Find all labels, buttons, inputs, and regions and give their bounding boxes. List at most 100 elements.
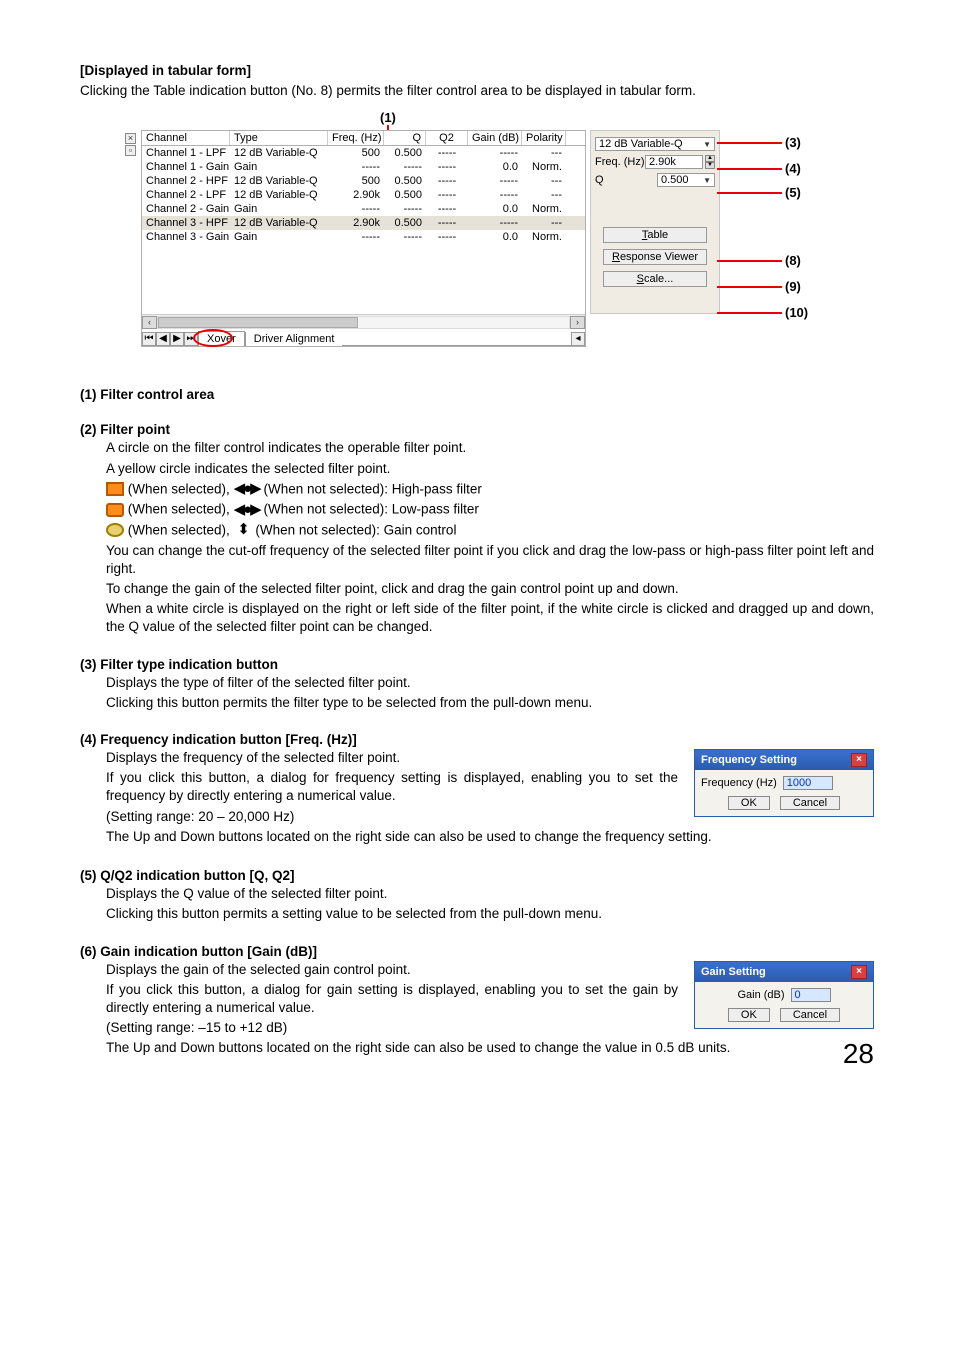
table-cell: ----- (468, 188, 522, 202)
table-cell: Channel 2 - HPF (142, 174, 230, 188)
sec5-l2: Clicking this button permits a setting v… (106, 905, 874, 923)
ok-button[interactable]: OK (728, 796, 770, 810)
frequency-input[interactable]: 1000 (783, 776, 833, 790)
table-row[interactable]: Channel 1 - LPF12 dB Variable-Q5000.500-… (142, 146, 585, 160)
sec3-l1: Displays the type of filter of the selec… (106, 674, 874, 692)
q-button[interactable]: 0.500▼ (657, 173, 715, 187)
side-handle: × ▫ (125, 133, 137, 156)
col-freq[interactable]: Freq. (Hz) (328, 131, 384, 145)
table-cell: 0.500 (384, 188, 426, 202)
horizontal-scrollbar[interactable]: ‹ › (142, 314, 585, 329)
tab-nav-next[interactable]: ▶ (170, 332, 184, 346)
table-cell: ----- (468, 174, 522, 188)
table-row[interactable]: Channel 2 - LPF12 dB Variable-Q2.90k0.50… (142, 188, 585, 202)
close-icon[interactable]: × (851, 965, 867, 979)
sec1-title: (1) Filter control area (80, 387, 874, 402)
sec2-p3: When a white circle is displayed on the … (106, 600, 874, 636)
filter-type-button[interactable]: 12 dB Variable-Q▼ (595, 137, 715, 151)
table-cell: ----- (426, 230, 468, 244)
table-row[interactable]: Channel 2 - HPF12 dB Variable-Q5000.500-… (142, 174, 585, 188)
table-button[interactable]: Table (603, 227, 707, 243)
table-cell: 2.90k (328, 216, 384, 230)
table-cell: --- (522, 174, 566, 188)
table-cell: ----- (468, 146, 522, 160)
sec2-p2: To change the gain of the selected filte… (106, 580, 874, 598)
heading-tabular: [Displayed in tabular form] (80, 62, 874, 80)
table-cell: Channel 2 - LPF (142, 188, 230, 202)
sec6-l4: The Up and Down buttons located on the r… (106, 1039, 874, 1057)
table-cell: Channel 3 - Gain (142, 230, 230, 244)
gain-input[interactable]: 0 (791, 988, 831, 1002)
sec2-p1: You can change the cut-off frequency of … (106, 542, 874, 578)
q-label: Q (595, 174, 604, 186)
right-panel: 12 dB Variable-Q▼ Freq. (Hz) 2.90k ▲▼ Q … (590, 130, 720, 314)
sec2-l1: A circle on the filter control indicates… (106, 439, 874, 457)
table-cell: Gain (230, 230, 328, 244)
table-cell: --- (522, 188, 566, 202)
lpf-selected-icon (106, 503, 124, 517)
sec3-title: (3) Filter type indication button (80, 657, 874, 672)
gain-notselected-icon: ⬍ (234, 523, 252, 537)
tab-nav-first[interactable]: ⏮ (142, 332, 156, 346)
table-cell: Norm. (522, 230, 566, 244)
table-cell: ----- (328, 160, 384, 174)
table-cell: ----- (426, 174, 468, 188)
cancel-button[interactable]: Cancel (780, 796, 840, 810)
table-cell: 0.0 (468, 230, 522, 244)
hpf-selected-icon (106, 482, 124, 496)
table-cell: 0.500 (384, 174, 426, 188)
cancel-button[interactable]: Cancel (780, 1008, 840, 1022)
dock-pin-icon[interactable]: ▫ (125, 145, 136, 156)
col-channel[interactable]: Channel (142, 131, 230, 145)
close-icon[interactable]: × (851, 753, 867, 767)
table-cell: --- (522, 216, 566, 230)
freq-spinner[interactable]: ▲▼ (705, 155, 715, 169)
col-q[interactable]: Q (384, 131, 426, 145)
response-viewer-button[interactable]: Response Viewer (603, 249, 707, 265)
table-row[interactable]: Channel 1 - GainGain---------------0.0No… (142, 160, 585, 174)
scale-button[interactable]: Scale... (603, 271, 707, 287)
callout-4: (4) (785, 161, 801, 176)
sec2-l2: A yellow circle indicates the selected f… (106, 460, 874, 478)
table-cell: 0.0 (468, 202, 522, 216)
dock-close-icon[interactable]: × (125, 133, 136, 144)
sec2-title: (2) Filter point (80, 422, 874, 437)
table-cell: ----- (384, 230, 426, 244)
ok-button[interactable]: OK (728, 1008, 770, 1022)
table-row[interactable]: Channel 3 - GainGain---------------0.0No… (142, 230, 585, 244)
tab-nav-prev[interactable]: ◀ (156, 332, 170, 346)
freq-button[interactable]: 2.90k (645, 155, 703, 169)
sec5-l1: Displays the Q value of the selected fil… (106, 885, 874, 903)
callout-8: (8) (785, 253, 801, 268)
tab-bar: ⏮ ◀ ▶ ⏭ Xover Driver Alignment ◂ (142, 331, 585, 346)
table-body: Channel 1 - LPF12 dB Variable-Q5000.500-… (142, 146, 585, 244)
scroll-left-icon[interactable]: ‹ (142, 316, 157, 329)
callout-5: (5) (785, 185, 801, 200)
intro-line: Clicking the Table indication button (No… (80, 82, 874, 100)
table-cell: ----- (426, 202, 468, 216)
col-q2[interactable]: Q2 (426, 131, 468, 145)
table-cell: 0.500 (384, 216, 426, 230)
table-row[interactable]: Channel 2 - GainGain---------------0.0No… (142, 202, 585, 216)
callout-3: (3) (785, 135, 801, 150)
table-cell: --- (522, 146, 566, 160)
tab-scroll-icon[interactable]: ◂ (571, 332, 585, 346)
col-gain[interactable]: Gain (dB) (468, 131, 522, 145)
table-cell: ----- (426, 188, 468, 202)
table-cell: Norm. (522, 160, 566, 174)
col-type[interactable]: Type (230, 131, 328, 145)
table-cell: 0.500 (384, 146, 426, 160)
scroll-right-icon[interactable]: › (570, 316, 585, 329)
tab-driver-alignment[interactable]: Driver Alignment (245, 332, 343, 346)
gain-setting-dialog: Gain Setting× Gain (dB)0 OK Cancel (694, 961, 874, 1029)
page-number: 28 (843, 1038, 874, 1070)
table-cell: Gain (230, 202, 328, 216)
col-polarity[interactable]: Polarity (522, 131, 566, 145)
tab-xover[interactable]: Xover (198, 331, 245, 346)
table-cell: 12 dB Variable-Q (230, 188, 328, 202)
table-cell: 500 (328, 146, 384, 160)
table-cell: ----- (426, 160, 468, 174)
lpf-notselected-icon: ◀●▶ (234, 503, 260, 517)
table-row[interactable]: Channel 3 - HPF12 dB Variable-Q2.90k0.50… (142, 216, 585, 230)
table-cell: 2.90k (328, 188, 384, 202)
